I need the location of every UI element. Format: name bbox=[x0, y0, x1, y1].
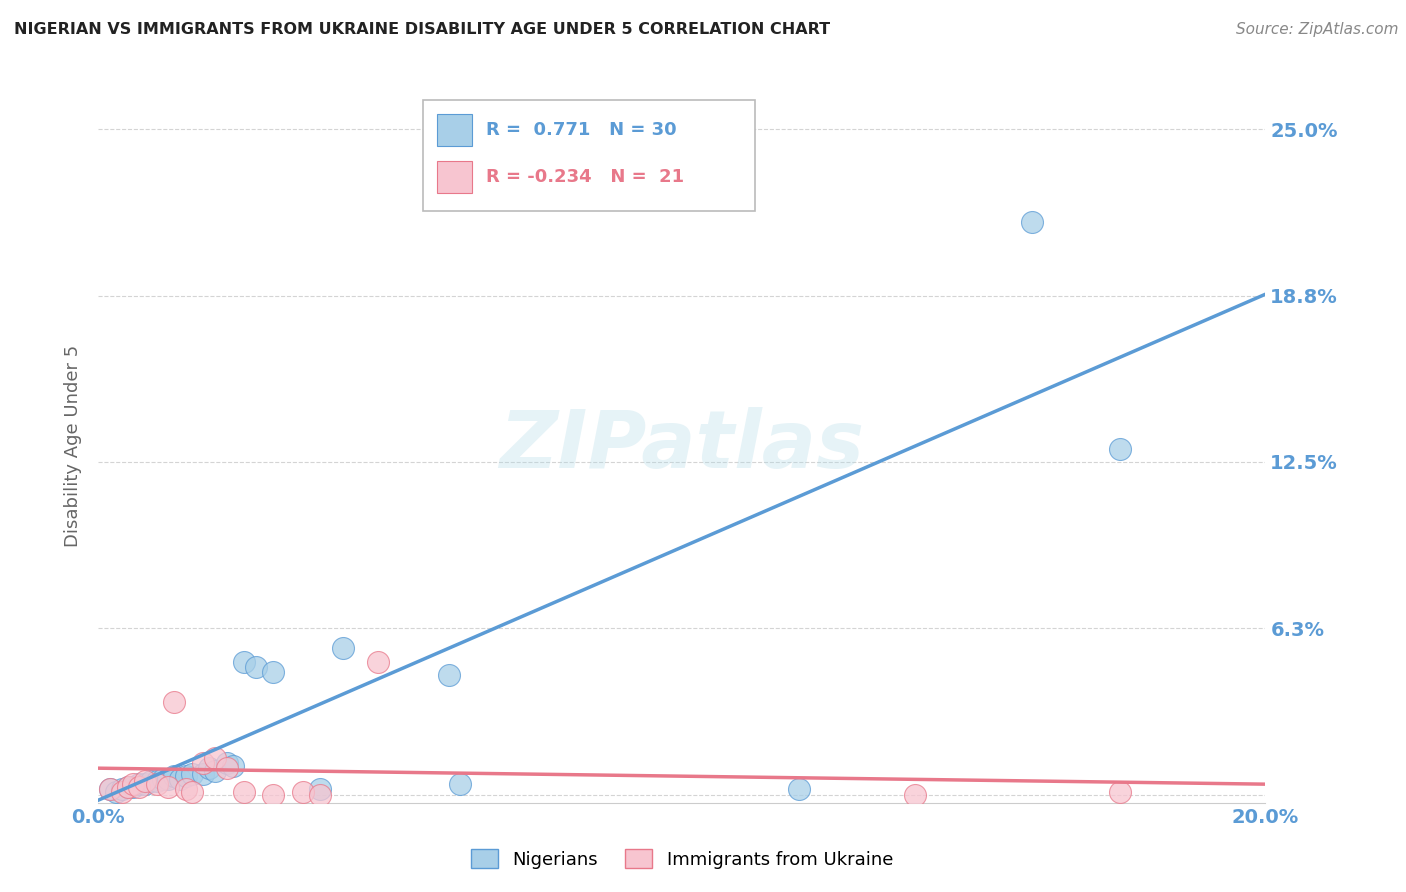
Y-axis label: Disability Age Under 5: Disability Age Under 5 bbox=[65, 345, 83, 547]
Point bbox=[157, 780, 180, 794]
Point bbox=[204, 764, 226, 778]
Point bbox=[163, 695, 186, 709]
Point bbox=[122, 777, 145, 791]
Point bbox=[437, 668, 460, 682]
Point bbox=[174, 769, 197, 783]
Point bbox=[1108, 442, 1130, 456]
Point bbox=[180, 766, 202, 780]
Legend: Nigerians, Immigrants from Ukraine: Nigerians, Immigrants from Ukraine bbox=[464, 842, 900, 876]
Point bbox=[146, 774, 169, 789]
Text: R =  0.771   N = 30: R = 0.771 N = 30 bbox=[486, 121, 676, 139]
Point bbox=[309, 782, 332, 797]
Point bbox=[117, 780, 139, 794]
Point bbox=[128, 777, 150, 791]
Point bbox=[174, 782, 197, 797]
Point bbox=[139, 774, 162, 789]
FancyBboxPatch shape bbox=[423, 100, 755, 211]
Point bbox=[98, 782, 121, 797]
Point bbox=[233, 655, 256, 669]
Bar bbox=[437, 114, 472, 146]
Point bbox=[1108, 785, 1130, 799]
Point bbox=[193, 756, 215, 770]
Point bbox=[198, 761, 221, 775]
Point bbox=[193, 766, 215, 780]
Point bbox=[245, 660, 267, 674]
Point bbox=[215, 761, 238, 775]
Bar bbox=[437, 161, 472, 193]
Text: Source: ZipAtlas.com: Source: ZipAtlas.com bbox=[1236, 22, 1399, 37]
Point bbox=[233, 785, 256, 799]
Point bbox=[122, 780, 145, 794]
Point bbox=[449, 777, 471, 791]
Point bbox=[104, 785, 127, 799]
Point bbox=[332, 641, 354, 656]
Point bbox=[111, 782, 134, 797]
Point bbox=[134, 777, 156, 791]
Point bbox=[157, 772, 180, 786]
Point bbox=[111, 785, 134, 799]
Point bbox=[163, 769, 186, 783]
Point bbox=[98, 782, 121, 797]
Point bbox=[117, 780, 139, 794]
Point bbox=[221, 758, 243, 772]
Text: R = -0.234   N =  21: R = -0.234 N = 21 bbox=[486, 168, 683, 186]
Point bbox=[180, 785, 202, 799]
Point bbox=[128, 780, 150, 794]
Point bbox=[1021, 215, 1043, 229]
Point bbox=[787, 782, 810, 797]
Point bbox=[262, 665, 284, 680]
Text: ZIPatlas: ZIPatlas bbox=[499, 407, 865, 485]
Text: NIGERIAN VS IMMIGRANTS FROM UKRAINE DISABILITY AGE UNDER 5 CORRELATION CHART: NIGERIAN VS IMMIGRANTS FROM UKRAINE DISA… bbox=[14, 22, 830, 37]
Point bbox=[152, 772, 174, 786]
Point bbox=[146, 777, 169, 791]
Point bbox=[904, 788, 927, 802]
Point bbox=[367, 655, 389, 669]
Point bbox=[291, 785, 314, 799]
Point bbox=[169, 772, 191, 786]
Point bbox=[204, 750, 226, 764]
Point bbox=[134, 774, 156, 789]
Point bbox=[309, 788, 332, 802]
Point bbox=[215, 756, 238, 770]
Point bbox=[262, 788, 284, 802]
